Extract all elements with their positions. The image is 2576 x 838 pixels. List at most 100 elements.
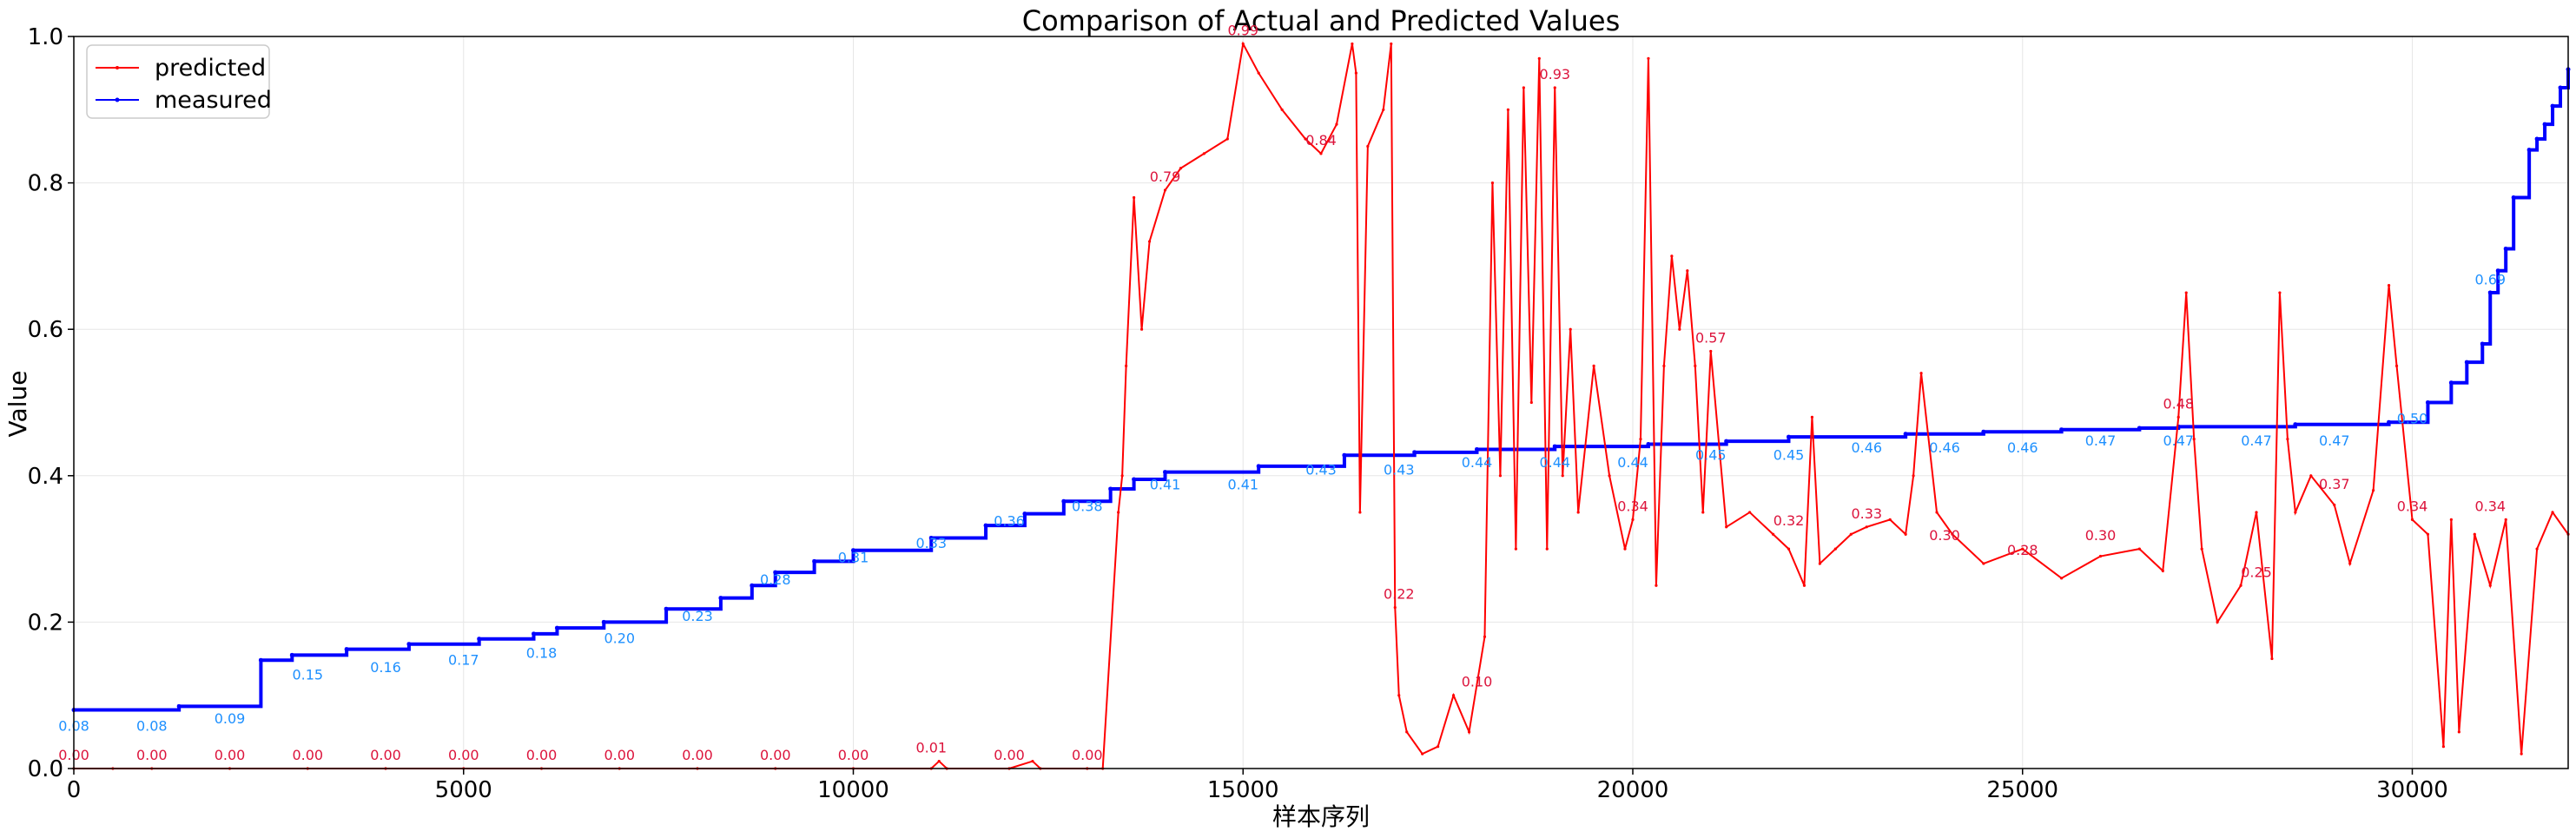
predicted-data-label: 0.37 [2319,476,2350,492]
predicted-point [1354,71,1357,75]
y-tick-label: 0.6 [28,317,63,343]
predicted-point [1031,759,1034,763]
measured-point [983,523,988,528]
measured-point [406,642,412,647]
predicted-point [1818,562,1821,565]
predicted-point [1982,562,1985,565]
legend: predicted measured [86,44,272,119]
predicted-point [1498,474,1503,478]
measured-data-label: 0.45 [1695,447,1727,464]
x-axis-label: 样本序列 [1272,802,1370,831]
predicted-point [1771,532,1775,536]
predicted-point [2294,511,2297,514]
predicted-point [2504,518,2507,521]
measured-point [2293,422,2298,427]
predicted-point [1179,167,1183,170]
series-layer [71,41,2571,770]
x-tick-label: 5000 [435,777,492,803]
predicted-point [2060,577,2064,580]
measured-point [1787,434,1791,439]
predicted-point [1225,137,1229,141]
predicted-point [1125,364,1128,367]
measured-point [1552,444,1557,449]
measured-point [2137,426,2142,431]
measured-data-label: 0.46 [2007,439,2038,456]
predicted-point [1202,152,1205,155]
legend-predicted-label: predicted [155,55,266,82]
predicted-point [1382,108,1385,111]
predicted-point [1951,532,1954,536]
measured-point [2526,148,2532,153]
predicted-point [2410,518,2414,521]
predicted-point [937,759,941,763]
measured-point [344,647,349,652]
predicted-point [1358,511,1362,514]
predicted-data-label: 0.25 [2241,564,2272,580]
predicted-data-label: 0.84 [1305,132,1337,148]
predicted-data-label: 0.30 [1929,527,1960,544]
predicted-point [1631,518,1635,521]
predicted-point [1390,42,1393,46]
measured-point [477,637,482,642]
measured-data-label: 0.36 [994,513,1025,530]
measured-data-label: 0.09 [215,710,246,727]
predicted-data-label: 0.28 [2007,542,2038,558]
measured-point [2059,427,2064,432]
predicted-point [2309,474,2313,478]
predicted-point [2137,547,2141,551]
predicted-point [1393,605,1397,610]
measured-data-label: 0.08 [136,718,168,735]
predicted-data-label: 0.00 [604,747,635,763]
predicted-data-label: 0.00 [136,747,168,763]
predicted-point [1787,547,1791,551]
predicted-point [1935,511,1939,514]
measured-point [2503,246,2508,251]
measured-data-label: 0.44 [1539,454,1570,471]
x-tick-label: 10000 [817,777,889,803]
predicted-point [1608,474,1611,478]
measured-point [1132,477,1137,482]
measured-point [2480,341,2485,346]
predicted-point [1514,547,1517,551]
x-tick-label: 30000 [2376,777,2448,803]
measured-data-label: 0.46 [1929,439,1960,456]
measured-point [1256,464,1261,469]
predicted-point [1304,137,1307,141]
predicted-point [2520,752,2523,756]
predicted-point [2161,569,2164,572]
legend-measured-label: measured [155,87,272,114]
measured-point [1342,452,1347,458]
measured-data-label: 0.15 [292,667,323,683]
predicted-point [1147,240,1152,243]
predicted-data-label: 0.57 [1695,329,1727,346]
measured-data-label: 0.38 [1072,498,1103,515]
predicted-point [1553,86,1556,89]
predicted-point [1748,511,1752,514]
predicted-data-label: 0.99 [1227,22,1258,38]
predicted-point [2457,730,2460,734]
predicted-point [1280,108,1284,111]
predicted-data-label: 0.00 [292,747,323,763]
measured-point [2558,85,2563,90]
predicted-data-label: 0.00 [1072,747,1103,763]
predicted-data-label: 0.00 [994,747,1025,763]
predicted-data-label: 0.00 [526,747,558,763]
predicted-point [1849,532,1853,536]
predicted-point [2021,547,2024,551]
measured-data-label: 0.44 [1617,454,1648,471]
predicted-data-label: 0.00 [838,747,869,763]
predicted-data-label: 0.01 [915,740,947,756]
measured-point [773,570,778,575]
measured-data-label: 0.43 [1305,462,1337,478]
x-tick-label: 20000 [1597,777,1669,803]
predicted-point [1545,547,1549,551]
predicted-point [1405,730,1409,734]
predicted-point [1421,752,1424,756]
predicted-point [1912,474,1915,478]
predicted-point [2278,291,2282,294]
predicted-point [1537,56,1541,60]
predicted-point [1888,518,1892,521]
measured-point [1646,442,1651,447]
